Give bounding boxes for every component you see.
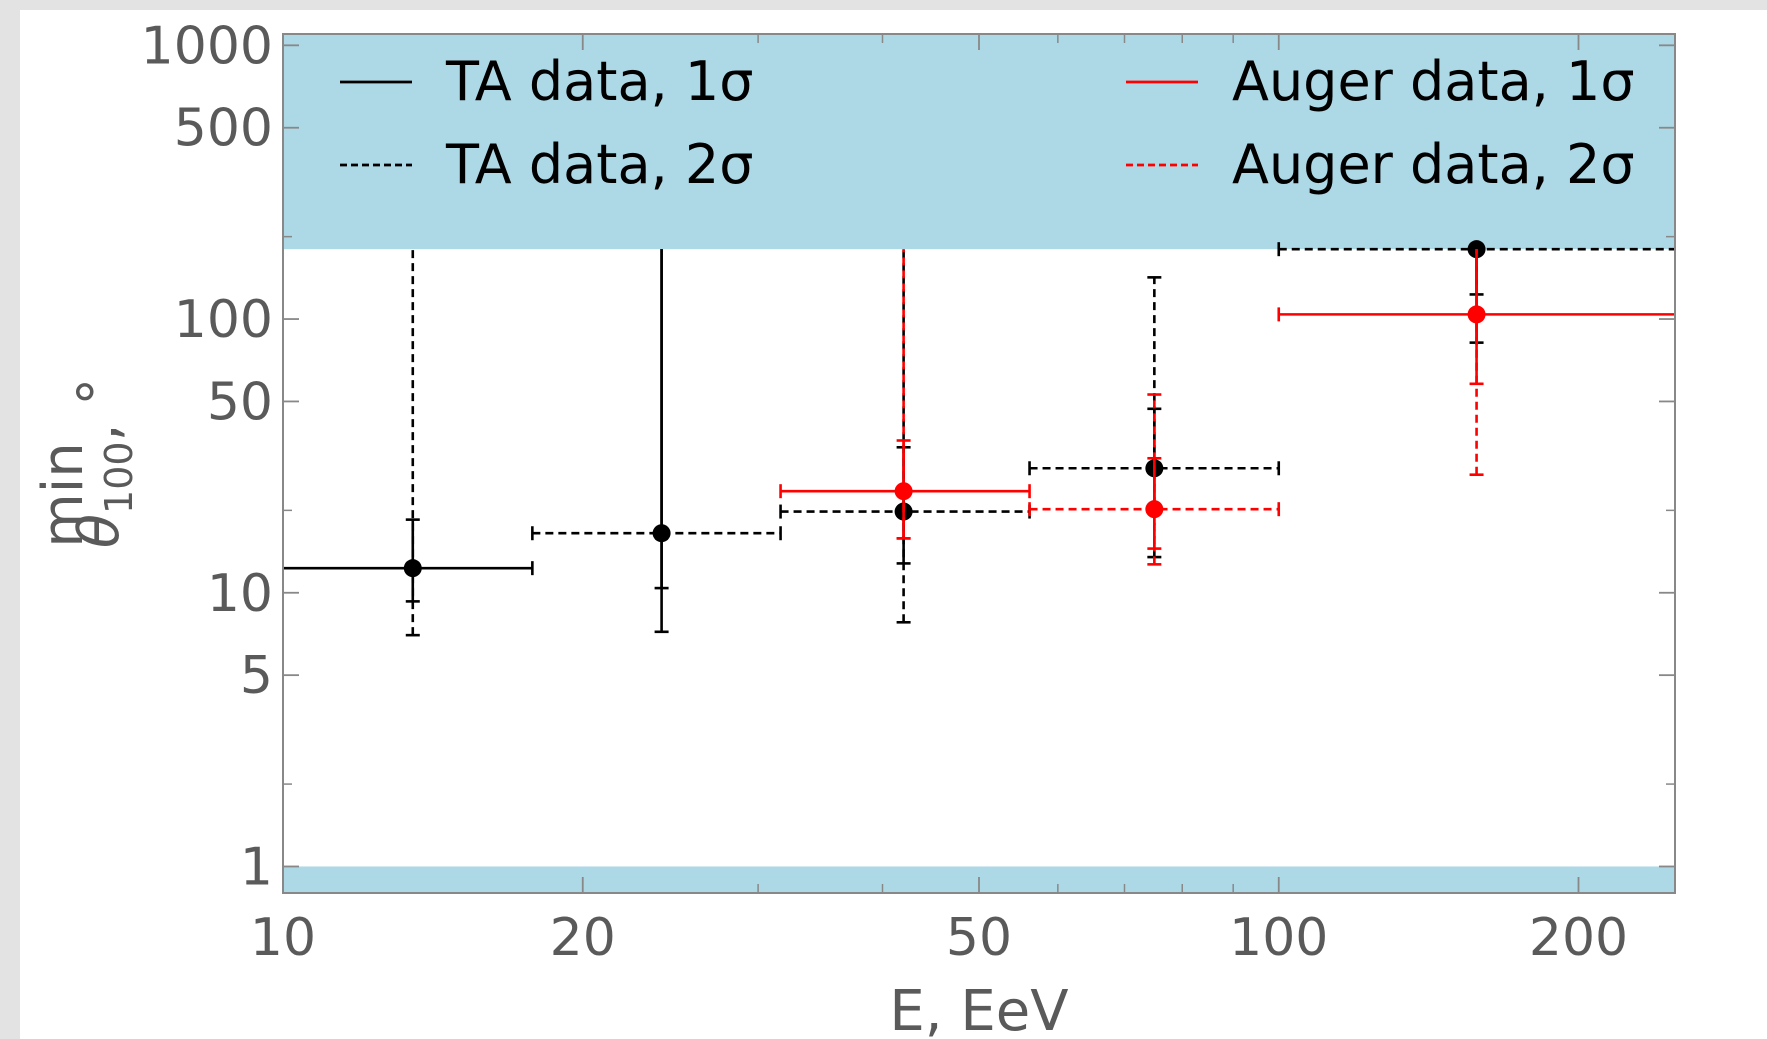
legend-label: TA data, 1σ xyxy=(445,50,753,113)
y-axis-label: θ100, ° min xyxy=(31,378,141,548)
auger-data-point-0 xyxy=(894,482,913,501)
ta-data-point-0 xyxy=(403,559,422,578)
legend-label: Auger data, 2σ xyxy=(1232,133,1635,196)
legend: TA data, 1σ TA data, 2σ Auger data, 1σ Auge… xyxy=(340,50,1635,196)
y-axis-label-sub: 100 xyxy=(97,441,141,514)
y-tick-label: 500 xyxy=(174,99,273,159)
y-tick-label: 5 xyxy=(240,646,273,706)
y-axis-label-main: θ xyxy=(67,514,132,548)
plot-frame xyxy=(282,33,1676,894)
data-layer xyxy=(283,240,1675,637)
x-tick-labels: 10 20 50 100 200 xyxy=(250,908,1628,968)
x-tick-label: 50 xyxy=(946,908,1012,968)
minor-ticks xyxy=(283,34,1675,893)
auger-data-point-1 xyxy=(1145,500,1164,519)
y-tick-label: 1000 xyxy=(141,16,273,76)
y-axis-label-suffix: , ° xyxy=(67,378,132,442)
svg-text:θ100, °: θ100, ° xyxy=(67,378,141,548)
ta-data-point-1 xyxy=(652,524,671,543)
excluded-regions xyxy=(283,34,1675,893)
x-tick-label: 20 xyxy=(550,908,616,968)
y-tick-label: 10 xyxy=(207,564,273,624)
x-tick-label: 200 xyxy=(1529,908,1628,968)
y-tick-label: 1 xyxy=(240,837,273,897)
legend-label: Auger data, 1σ xyxy=(1232,50,1635,113)
x-tick-label: 100 xyxy=(1229,908,1328,968)
excluded-region-0 xyxy=(283,34,1675,250)
y-tick-label: 100 xyxy=(174,290,273,350)
y-axis-label-sup: min xyxy=(31,442,96,548)
y-tick-labels: 1 5 10 50 100 500 1000 xyxy=(141,16,273,897)
x-axis-label: E, EeV xyxy=(889,979,1068,1039)
x-tick-label: 10 xyxy=(250,908,316,968)
y-tick-label: 50 xyxy=(207,372,273,432)
legend-label: TA data, 2σ xyxy=(445,133,753,196)
auger-data-point-2 xyxy=(1467,305,1486,324)
